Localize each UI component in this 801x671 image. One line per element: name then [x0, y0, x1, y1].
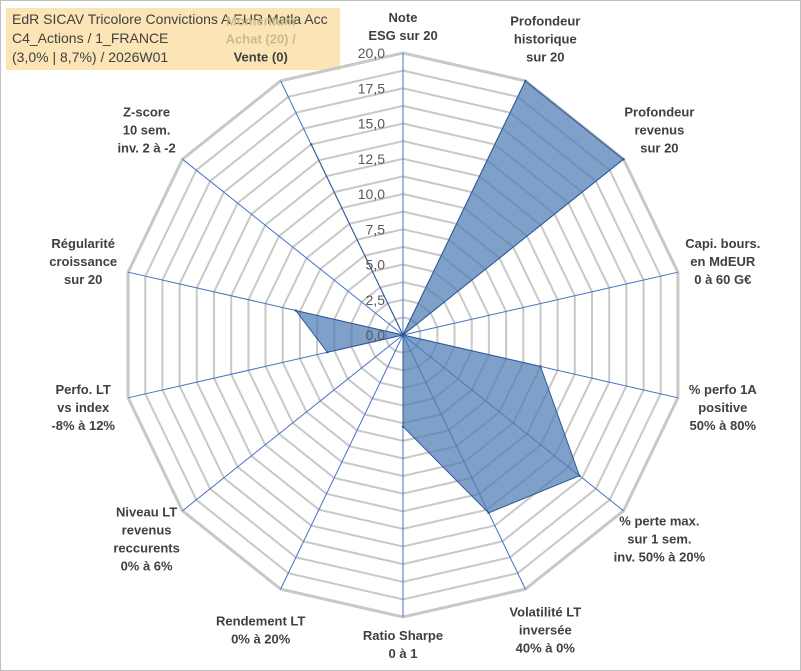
axis-label: Rendement LT 0% à 20% [216, 614, 305, 647]
axis-spoke [182, 334, 404, 512]
series-area [294, 80, 625, 514]
series-point [294, 309, 297, 312]
tick-label: 12,5 [358, 151, 385, 167]
series-point [310, 143, 313, 146]
tick-label: 5,0 [366, 257, 386, 273]
axis-label: Niveau LT revenus reccurents 0% à 6% [113, 505, 179, 574]
axis-spoke [182, 158, 404, 336]
axis-spoke [280, 334, 404, 590]
axis-label: Régularité croissance sur 20 [49, 236, 117, 287]
axis-label: Note ESG sur 20 [368, 10, 437, 43]
axis-label: Z-score 10 sem. inv. 2 à -2 [117, 105, 175, 156]
axis-label: Volatilité LT inversée 40% à 0% [509, 605, 581, 656]
radar-series [294, 79, 625, 515]
tick-label: 15,0 [358, 116, 385, 132]
tick-label: 0,0 [366, 327, 386, 343]
series-point [578, 474, 581, 477]
title-line-fund: EdR SICAV Tricolore Convictions A EUR Ma… [12, 11, 328, 27]
chart-title: EdR SICAV Tricolore Convictions A EUR Ma… [6, 8, 340, 70]
series-point [622, 158, 625, 161]
axis-label: Momentum Achat (20) / Vente (0) [226, 14, 296, 65]
title-line-period: (3,0% | 8,7%) / 2026W01 [12, 49, 169, 65]
series-point [524, 79, 527, 83]
axis-label: Ratio Sharpe 0 à 1 [363, 628, 443, 661]
radar-tick-labels: 0,0 2,5 5,0 7,5 10,0 12,5 15,0 17,5 20,0 [358, 45, 385, 343]
axis-label: Perfo. LT vs index -8% à 12% [51, 382, 115, 433]
radar-axis-labels: Note ESG sur 20 Profondeur historique sur 20… [49, 10, 760, 661]
axis-spoke [402, 271, 679, 336]
tick-label: 2,5 [366, 292, 386, 308]
tick-label: 7,5 [366, 221, 386, 237]
title-line-category: C4_Actions / 1_FRANCE [12, 30, 169, 46]
series-point [326, 351, 329, 354]
series-point [539, 365, 542, 368]
tick-label: 20,0 [358, 45, 385, 61]
axis-label: % perte max. sur 1 sem. inv. 50% à 20% [614, 514, 706, 565]
axis-label: % perfo 1A positive 50% à 80% [689, 382, 758, 433]
series-point [401, 425, 405, 428]
axis-label: Profondeur historique sur 20 [510, 14, 580, 65]
axis-label: Capi. bours. en MdEUR 0 à 60 G€ [685, 236, 760, 287]
series-point [401, 333, 405, 337]
axis-label: Profondeur revenus sur 20 [624, 105, 694, 156]
series-point [487, 511, 490, 515]
tick-label: 17,5 [358, 80, 385, 96]
tick-label: 10,0 [358, 186, 385, 202]
